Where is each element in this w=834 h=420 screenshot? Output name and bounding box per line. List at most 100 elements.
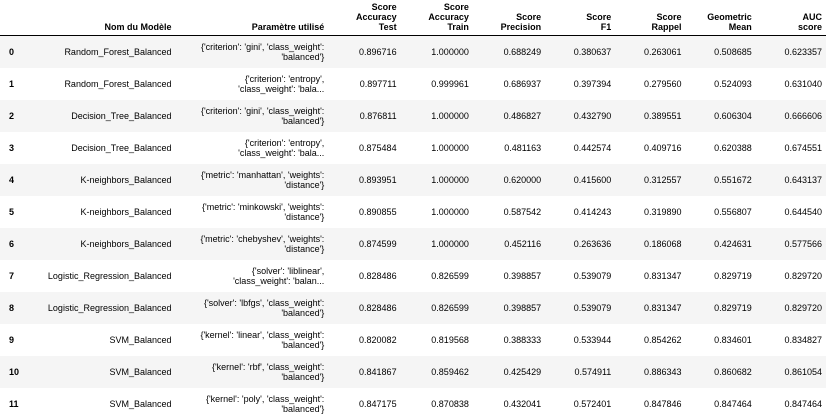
- table-row: 3 Decision_Tree_Balanced {'criterion': 'en…: [0, 131, 826, 164]
- cell-accuracy-train: 0.826599: [431, 270, 469, 281]
- cell-model-name: Decision_Tree_Balanced: [71, 142, 172, 153]
- cell-accuracy-train: 0.999961: [431, 78, 469, 89]
- table-row: 2 Decision_Tree_Balanced {'criterion': 'gi…: [0, 99, 826, 132]
- cell-geometric-mean: 0.860682: [714, 366, 752, 377]
- parameter-text: {'criterion': 'entropy', 'class_weight':…: [238, 73, 325, 94]
- header-precision: Score Precision: [472, 0, 546, 36]
- cell-f1: 0.539079: [573, 302, 612, 313]
- cell-accuracy-train: 1.000000: [431, 174, 469, 185]
- cell-precision: 0.398857: [503, 270, 542, 281]
- parameter-text: {'solver': 'lbfgs', 'class_weight': 'bal…: [203, 297, 325, 318]
- cell-precision: 0.686937: [503, 78, 542, 89]
- table-row: 10 SVM_Balanced {'kernel': 'rbf', 'class_w…: [0, 355, 826, 388]
- cell-auc: 0.623357: [784, 46, 822, 57]
- cell-auc: 0.666606: [784, 110, 822, 121]
- cell-geometric-mean: 0.524093: [714, 78, 752, 89]
- cell-recall: 0.854262: [643, 334, 682, 345]
- row-index: 11: [9, 398, 19, 409]
- cell-f1: 0.397394: [573, 78, 612, 89]
- row-index: 8: [9, 302, 15, 313]
- cell-recall: 0.312557: [643, 174, 682, 185]
- row-index: 0: [9, 46, 15, 57]
- row-index: 6: [9, 238, 15, 249]
- cell-model-name: Logistic_Regression_Balanced: [47, 270, 172, 281]
- parameter-text: {'criterion': 'gini', 'class_weight': 'b…: [200, 41, 325, 62]
- table-row: 0 Random_Forest_Balanced {'criterion': 'gi…: [0, 35, 826, 68]
- cell-parameters: {'metric': 'manhattan', 'weights': 'dist…: [176, 164, 329, 196]
- header-geometric-mean: Geometric Mean: [685, 0, 756, 36]
- cell-f1: 0.539079: [573, 270, 612, 281]
- row-index: 7: [9, 270, 15, 281]
- cell-parameters: {'metric': 'minkowski', 'weights': 'dist…: [176, 196, 329, 228]
- cell-geometric-mean: 0.829719: [714, 302, 752, 313]
- cell-auc: 0.644540: [784, 206, 822, 217]
- header-auc: AUC score: [755, 0, 826, 36]
- cell-recall: 0.886343: [643, 366, 682, 377]
- cell-accuracy-train: 1.000000: [431, 142, 469, 153]
- header-recall: Score Rappel: [615, 0, 686, 36]
- cell-accuracy-test: 0.890855: [359, 206, 397, 217]
- table-header: Nom du Modèle Paramètre utilisé Score Ac…: [0, 0, 826, 36]
- cell-accuracy-test: 0.893951: [359, 174, 397, 185]
- cell-accuracy-train: 1.000000: [431, 238, 469, 249]
- cell-accuracy-test: 0.828486: [359, 270, 397, 281]
- cell-geometric-mean: 0.508685: [714, 46, 752, 57]
- cell-accuracy-train: 0.819568: [431, 334, 469, 345]
- cell-model-name: Random_Forest_Balanced: [64, 46, 172, 57]
- cell-f1: 0.414243: [573, 206, 612, 217]
- cell-parameters: {'criterion': 'gini', 'class_weight': 'b…: [176, 36, 329, 68]
- cell-precision: 0.432041: [503, 398, 542, 409]
- parameter-text: {'kernel': 'rbf', 'class_weight': 'balan…: [211, 361, 325, 382]
- parameter-text: {'criterion': 'entropy', 'class_weight':…: [238, 137, 325, 158]
- cell-precision: 0.688249: [503, 46, 542, 57]
- cell-precision: 0.481163: [504, 142, 542, 153]
- cell-model-name: SVM_Balanced: [109, 398, 172, 409]
- cell-accuracy-train: 0.859462: [431, 366, 469, 377]
- header-parameters: Paramètre utilisé: [175, 0, 329, 36]
- cell-geometric-mean: 0.847464: [714, 398, 752, 409]
- table-row: 11 SVM_Balanced {'kernel': 'poly', 'class_…: [0, 387, 826, 420]
- cell-accuracy-test: 0.896716: [359, 46, 397, 57]
- cell-recall: 0.409716: [643, 142, 682, 153]
- cell-auc: 0.834827: [784, 334, 822, 345]
- cell-f1: 0.432790: [573, 110, 612, 121]
- cell-auc: 0.631040: [784, 78, 822, 89]
- cell-accuracy-train: 1.000000: [431, 110, 469, 121]
- cell-model-name: K-neighbors_Balanced: [80, 206, 172, 217]
- row-index: 10: [9, 366, 20, 377]
- row-index: 1: [9, 78, 15, 89]
- header-accuracy-train: Score Accuracy Train: [400, 0, 473, 36]
- cell-precision: 0.388333: [503, 334, 542, 345]
- table-row: 9 SVM_Balanced {'kernel': 'linear', 'class…: [0, 323, 826, 356]
- cell-precision: 0.587542: [503, 206, 542, 217]
- cell-auc: 0.674551: [784, 142, 822, 153]
- cell-precision: 0.620000: [503, 174, 542, 185]
- cell-f1: 0.380637: [573, 46, 612, 57]
- table-row: 5 K-neighbors_Balanced {'metric': 'minkows…: [0, 195, 826, 228]
- header-index: [0, 0, 27, 36]
- cell-geometric-mean: 0.424631: [714, 238, 752, 249]
- cell-geometric-mean: 0.556807: [714, 206, 752, 217]
- cell-auc: 0.861054: [784, 366, 822, 377]
- cell-parameters: {'solver': 'liblinear', 'class_weight': …: [176, 260, 329, 292]
- cell-parameters: {'kernel': 'rbf', 'class_weight': 'balan…: [176, 356, 329, 388]
- cell-parameters: {'metric': 'chebyshev', 'weights': 'dist…: [176, 228, 329, 260]
- cell-geometric-mean: 0.834601: [714, 334, 752, 345]
- cell-model-name: SVM_Balanced: [109, 334, 172, 345]
- cell-accuracy-test: 0.875484: [359, 142, 397, 153]
- cell-precision: 0.425429: [503, 366, 542, 377]
- cell-recall: 0.186068: [643, 238, 682, 249]
- cell-geometric-mean: 0.829719: [714, 270, 752, 281]
- row-index: 2: [9, 110, 15, 121]
- parameter-text: {'metric': 'minkowski', 'weights': 'dist…: [201, 201, 325, 222]
- cell-accuracy-test: 0.897711: [359, 78, 397, 89]
- cell-parameters: {'kernel': 'linear', 'class_weight': 'ba…: [176, 324, 329, 356]
- table-row: 6 K-neighbors_Balanced {'metric': 'chebysh…: [0, 227, 826, 260]
- cell-auc: 0.829720: [784, 302, 822, 313]
- cell-parameters: {'criterion': 'entropy', 'class_weight':…: [176, 132, 329, 164]
- cell-parameters: {'criterion': 'gini', 'class_weight': 'b…: [176, 100, 329, 132]
- cell-accuracy-train: 1.000000: [431, 46, 469, 57]
- cell-f1: 0.572401: [573, 398, 612, 409]
- cell-accuracy-train: 1.000000: [431, 206, 469, 217]
- parameter-text: {'metric': 'chebyshev', 'weights': 'dist…: [200, 233, 325, 254]
